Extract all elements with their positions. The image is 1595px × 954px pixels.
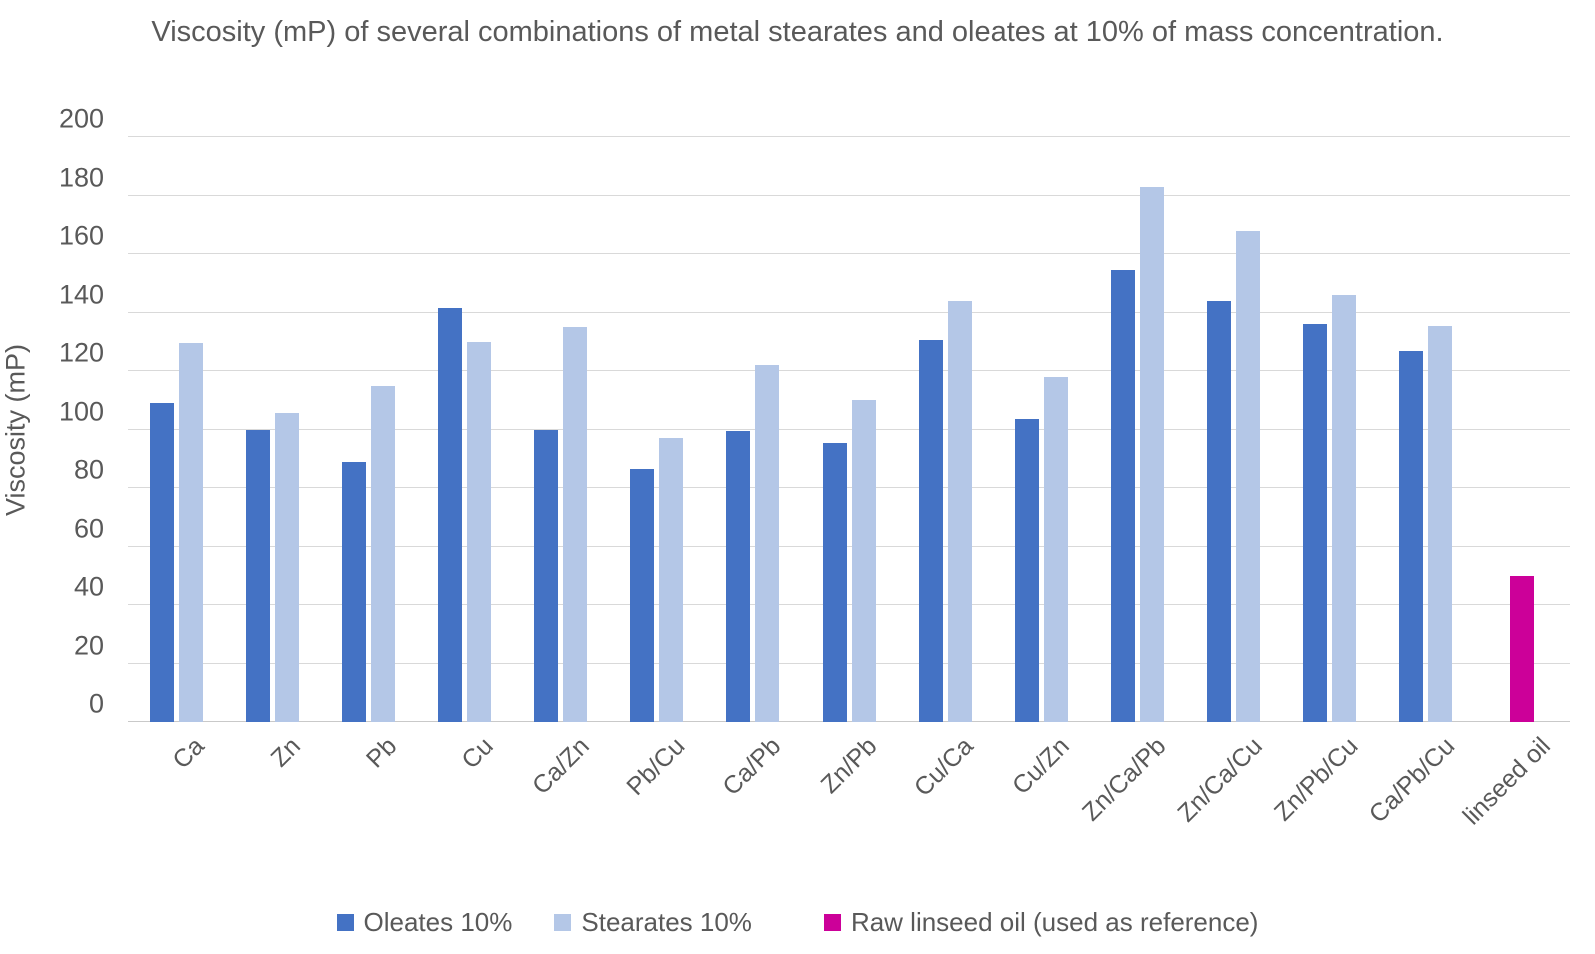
gridline-120 (128, 370, 1570, 371)
bar-group-zn-ca-cu: Zn/Ca/Cu (1172, 137, 1282, 827)
y-tick-label-60: 60 (73, 512, 104, 543)
x-axis-label-ca-pb: Ca/Pb (717, 732, 787, 801)
plot-area: Ca Zn Pb Cu Ca/Zn Pb/Cu Ca/Pb Zn/Pb Cu/Ca Cu/Zn Zn… (128, 136, 1570, 830)
gridline-100 (128, 428, 1570, 430)
bar-oleates-zn-pb-cu (1303, 324, 1328, 722)
bar-oleates-zn-ca-cu (1207, 300, 1232, 722)
bar-stearates-cu (466, 341, 491, 722)
bar-stearates-zn-ca-cu (1236, 230, 1261, 722)
gridline-140 (128, 311, 1570, 313)
bar-stearates-ca-zn (563, 327, 588, 722)
bar-stearates-cu-ca (947, 300, 972, 722)
bar-group-zn-pb-cu: Zn/Pb/Cu (1269, 137, 1378, 826)
gridline-0 (128, 721, 1570, 722)
gridline-160 (128, 253, 1570, 254)
bar-group-cu-zn: Cu/Zn (993, 137, 1089, 800)
bar-oleates-pb-cu (630, 469, 655, 722)
bar-stearates-zn-ca-pb (1139, 186, 1164, 722)
gridline-180 (128, 194, 1570, 196)
bar-group-cu: Cu (416, 137, 512, 774)
bar-group-ca-pb: Ca/Pb (705, 137, 801, 801)
bar-oleates-cu-ca (918, 340, 943, 722)
bar-group-ca-zn: Ca/Zn (513, 137, 609, 800)
bar-oleates-zn-pb (822, 442, 847, 722)
bar-oleates-pb (341, 461, 366, 722)
x-axis-label-zn-pb-cu: Zn/Pb/Cu (1269, 732, 1364, 827)
bar-group-ca: Ca (128, 137, 224, 774)
x-axis-label-cu-ca: Cu/Ca (909, 732, 980, 802)
legend-label: Oleates 10% (363, 907, 513, 937)
bar-oleates-cu (437, 308, 462, 722)
bar-stearates-ca-pb (755, 365, 780, 722)
bar-stearates-zn-pb (851, 400, 876, 722)
x-axis-label-zn: Zn (265, 732, 307, 773)
bar-oleates-ca-pb (726, 430, 751, 722)
x-axis-label-zn-pb: Zn/Pb (815, 732, 883, 799)
y-tick-label-140: 140 (58, 278, 104, 309)
bar-group-pb-cu: Pb/Cu (609, 137, 705, 801)
legend-item-1: Stearates 10% (554, 907, 752, 938)
legend-swatch-icon (554, 914, 572, 931)
legend: Oleates 10% Stearates 10% Raw linseed oil … (0, 907, 1595, 938)
bar-stearates-ca-pb-cu (1428, 325, 1453, 722)
legend-item-2: Raw linseed oil (used as reference) (823, 907, 1259, 938)
bar-oleates-zn-ca-pb (1110, 270, 1135, 722)
bar-group-cu-ca: Cu/Ca (897, 137, 993, 802)
y-tick-label-120: 120 (58, 337, 104, 368)
bar-oleates-ca-pb-cu (1399, 350, 1424, 722)
bar-group-ca-pb-cu: Ca/Pb/Cu (1363, 137, 1474, 828)
chart-title: Viscosity (mP) of several combinations o… (151, 16, 1444, 48)
bar-oleates-ca-zn (534, 429, 559, 722)
x-axis-label-cu: Cu (455, 732, 499, 775)
bar-stearates-pb-cu (659, 438, 684, 722)
y-tick-label-0: 0 (88, 688, 104, 719)
gridline-60 (128, 545, 1570, 547)
y-tick-label-40: 40 (73, 571, 104, 602)
bar-stearates-pb (370, 385, 395, 722)
y-tick-label-160: 160 (58, 220, 104, 251)
legend-label: Raw linseed oil (used as reference) (850, 907, 1259, 937)
bar-oleates-ca (149, 403, 174, 722)
gridline-20 (128, 662, 1570, 664)
bar-group-zn-ca-pb: Zn/Ca/Pb (1077, 137, 1185, 826)
gridline-80 (128, 487, 1570, 488)
bar-stearates-zn-pb-cu (1332, 294, 1357, 722)
bar-group-zn-pb: Zn/Pb (801, 137, 897, 799)
bar-oleates-cu-zn (1014, 419, 1039, 722)
x-axis-label-zn-ca-cu: Zn/Ca/Cu (1171, 732, 1268, 828)
bar-stearates-ca (178, 343, 203, 722)
bar-stearates-cu-zn (1043, 376, 1068, 722)
bar-group-zn: Zn (224, 137, 320, 772)
bar-group-pb: Pb (320, 137, 416, 773)
y-tick-label-100: 100 (58, 395, 104, 426)
y-tick-label-20: 20 (73, 629, 104, 660)
x-axis-label-pb: Pb (360, 732, 403, 774)
legend-label: Stearates 10% (581, 907, 752, 937)
x-axis-label-cu-zn: Cu/Zn (1007, 732, 1076, 800)
legend-swatch-icon (336, 914, 354, 931)
bar-stearates-zn (274, 413, 299, 722)
bar-oleates-zn (245, 429, 270, 722)
x-axis-label-pb-cu: Pb/Cu (621, 732, 691, 801)
x-axis-label-ca-zn: Ca/Zn (526, 732, 595, 800)
y-tick-label-80: 80 (73, 454, 104, 485)
y-tick-label-180: 180 (58, 161, 104, 192)
bar-groups: Ca Zn Pb Cu Ca/Zn Pb/Cu Ca/Pb Zn/Pb Cu/Ca Cu/Zn Zn… (128, 137, 1570, 830)
legend-swatch-icon (823, 914, 841, 931)
x-axis-label-ca: Ca (167, 732, 210, 775)
x-axis-label-zn-ca-pb: Zn/Ca/Pb (1076, 732, 1172, 827)
gridline-40 (128, 604, 1570, 605)
legend-item-0: Oleates 10% (336, 907, 513, 938)
bar-raw-linseed-oil (1510, 575, 1535, 722)
gridline-200 (128, 136, 1570, 137)
bar-group-linseed-oil: linseed oil (1457, 137, 1570, 830)
x-axis-label-ca-pb-cu: Ca/Pb/Cu (1363, 732, 1460, 829)
x-axis-label-linseed-oil: linseed oil (1457, 732, 1556, 831)
y-axis-tick-labels: 0 20 40 60 80 100 120 140 160 180 200 (0, 103, 110, 722)
y-tick-label-200: 200 (58, 103, 104, 134)
